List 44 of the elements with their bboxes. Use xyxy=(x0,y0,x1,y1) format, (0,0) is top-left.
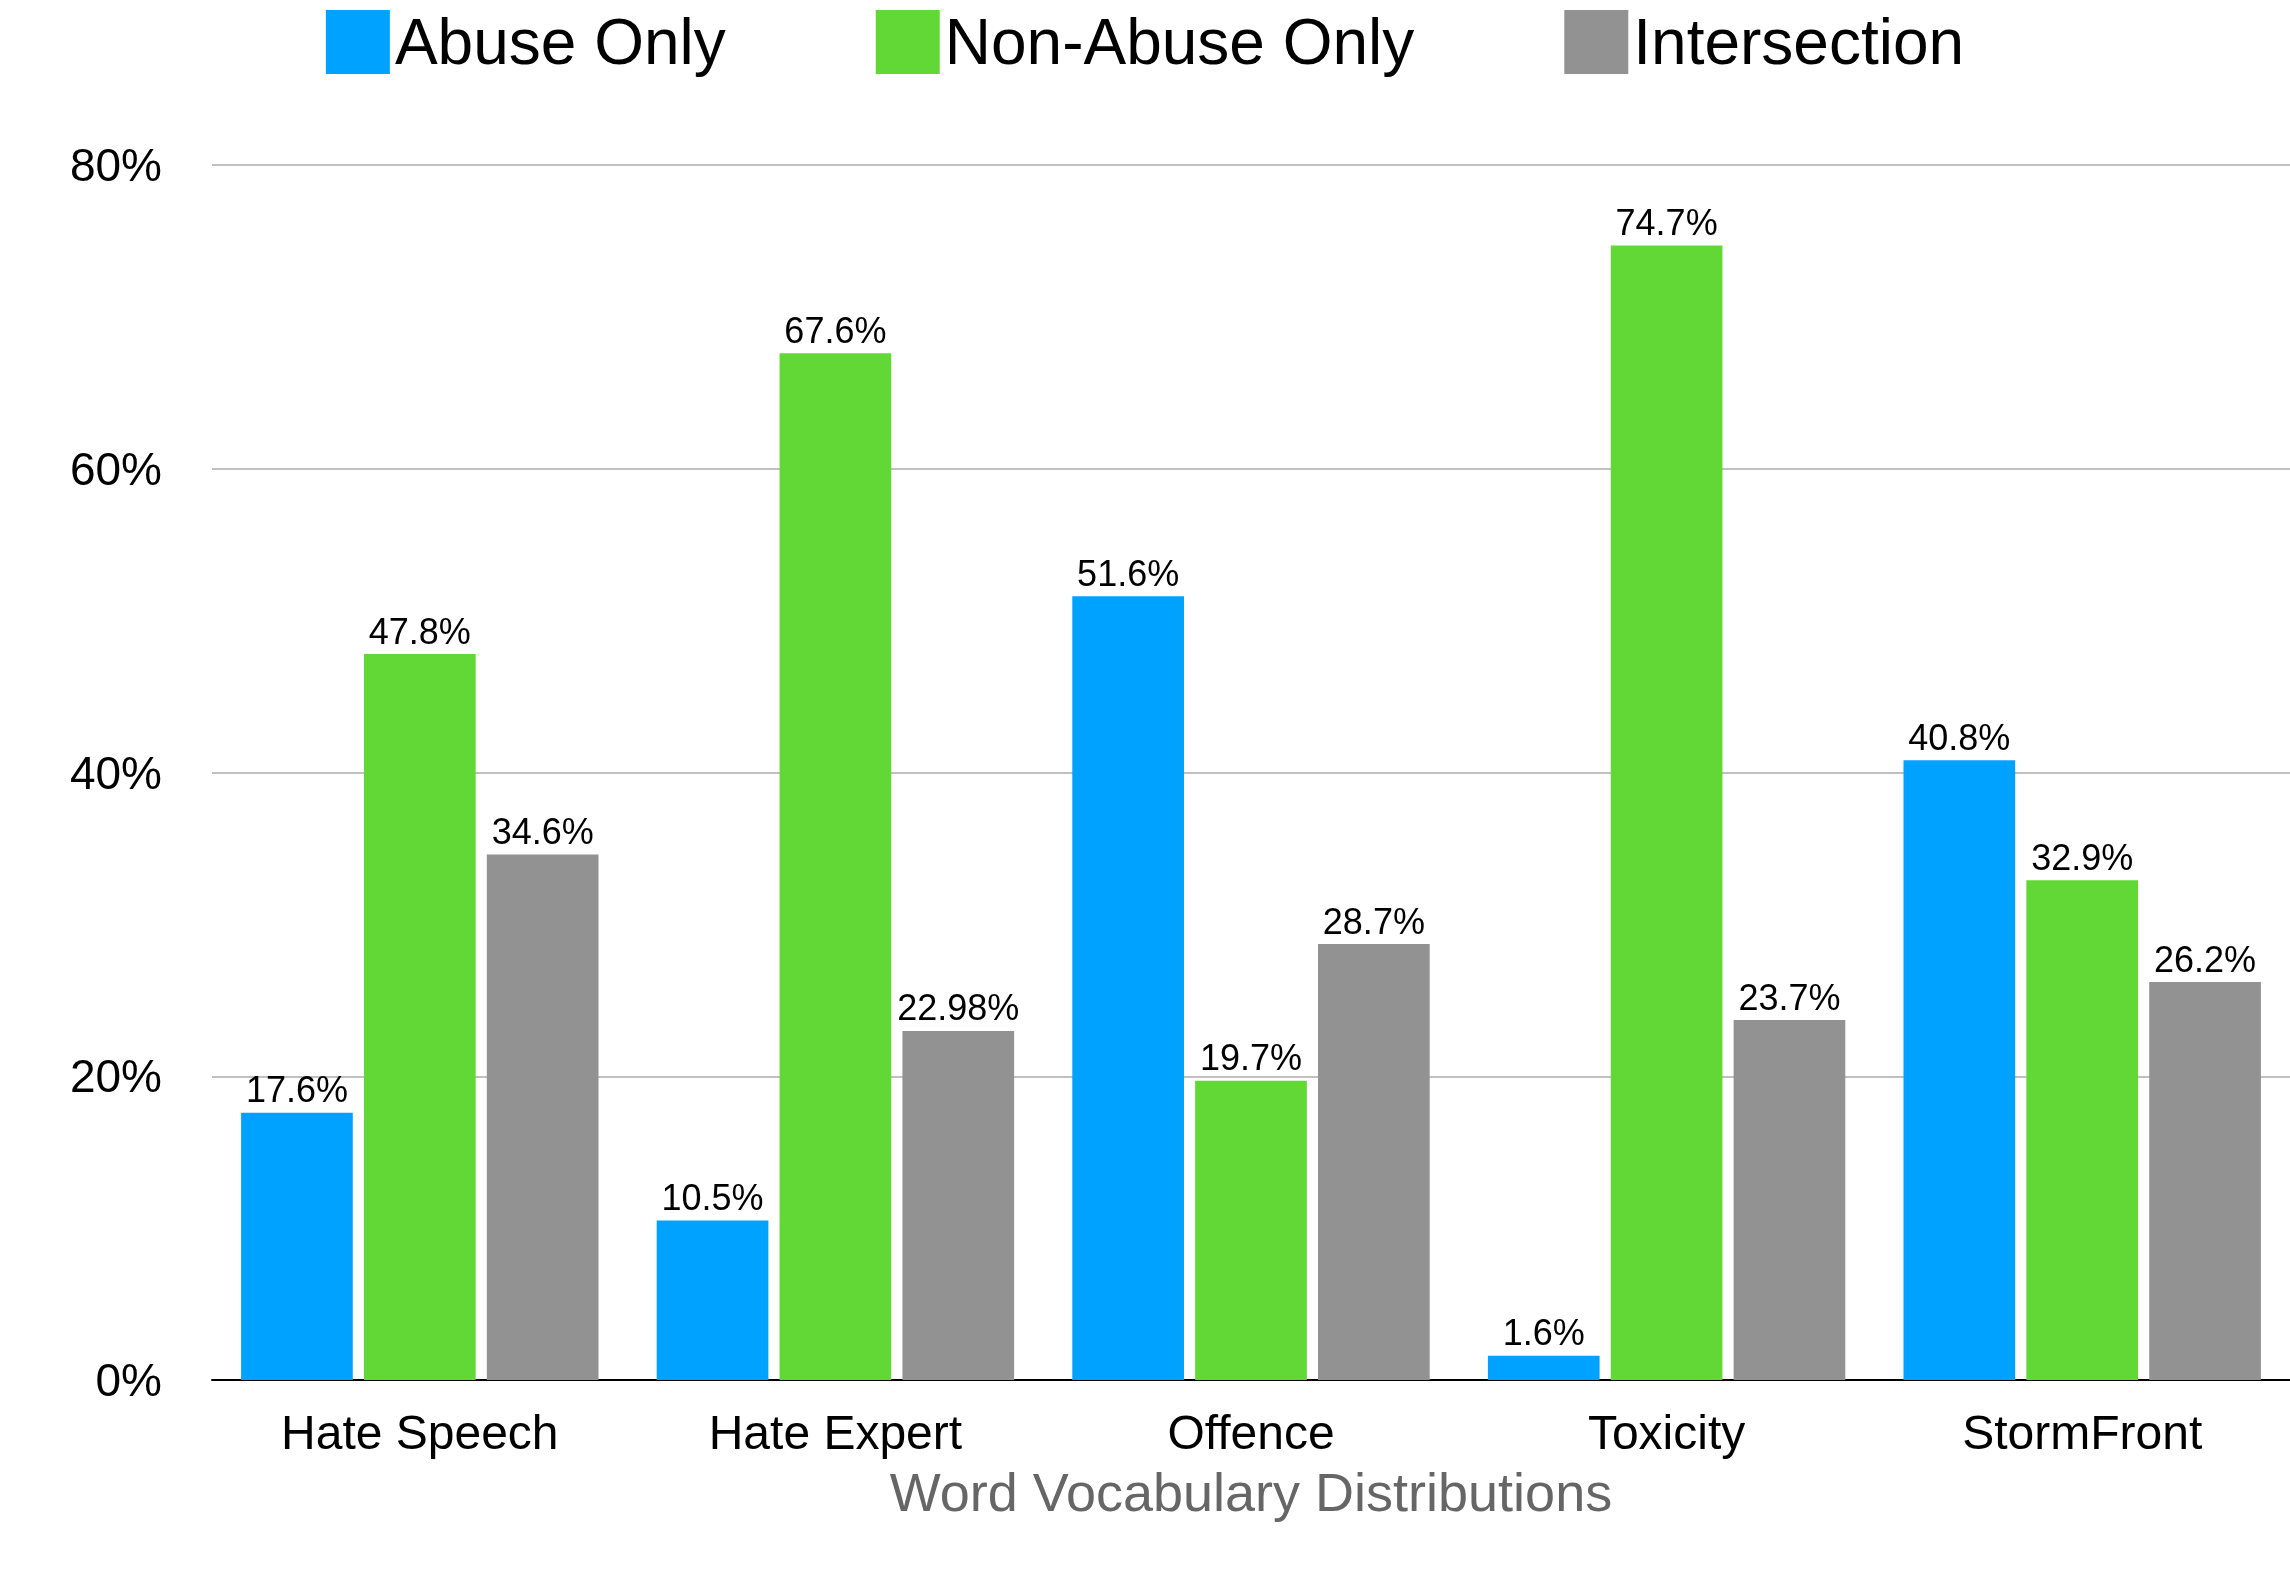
bar xyxy=(2026,880,2139,1380)
bar xyxy=(902,1030,1015,1380)
x-tick-label: Offence xyxy=(1167,1405,1335,1459)
x-tick-label: Toxicity xyxy=(1587,1405,1746,1459)
bar xyxy=(1072,596,1184,1380)
bar xyxy=(241,1112,353,1380)
data-label: 17.6% xyxy=(245,1069,348,1111)
data-label: 1.6% xyxy=(1502,1312,1585,1354)
bar xyxy=(1318,944,1430,1380)
bar xyxy=(363,654,476,1380)
data-label: 47.8% xyxy=(368,610,471,652)
bar xyxy=(1733,1020,1846,1380)
bar xyxy=(1195,1080,1307,1380)
data-label: 34.6% xyxy=(491,811,594,853)
data-label: 10.5% xyxy=(661,1177,764,1219)
x-tick-label: Hate Speech xyxy=(281,1405,559,1459)
bar xyxy=(1903,760,2016,1380)
y-tick-label: 80% xyxy=(69,139,162,191)
bar xyxy=(1610,245,1723,1380)
data-label: 40.8% xyxy=(1908,716,2011,758)
data-label: 32.9% xyxy=(2031,836,2134,878)
data-label: 19.7% xyxy=(1199,1037,1303,1079)
data-label: 23.7% xyxy=(1738,976,1841,1018)
y-tick-label: 0% xyxy=(95,1354,162,1406)
y-tick-label: 60% xyxy=(69,442,162,495)
bar xyxy=(779,353,892,1380)
x-tick-label: StormFront xyxy=(1962,1405,2203,1459)
x-tick-label: Hate Expert xyxy=(708,1405,963,1459)
data-label: 22.98% xyxy=(897,987,1020,1029)
data-label: 51.6% xyxy=(1077,552,1180,594)
data-label: 26.2% xyxy=(2154,938,2257,980)
bar xyxy=(656,1220,769,1380)
legend-label: Abuse Only xyxy=(394,6,726,78)
data-label: 67.6% xyxy=(784,309,887,351)
y-tick-label: 20% xyxy=(69,1050,162,1103)
legend-label: Non-Abuse Only xyxy=(944,6,1415,78)
bar xyxy=(1487,1355,1600,1380)
data-label: 74.7% xyxy=(1615,201,1718,243)
bar xyxy=(486,854,599,1380)
y-tick-label: 40% xyxy=(69,746,162,799)
bar xyxy=(2149,982,2261,1380)
data-label: 28.7% xyxy=(1322,900,1425,942)
legend-label: Intersection xyxy=(1633,6,1965,78)
x-axis-title: Word Vocabulary Distributions xyxy=(889,1462,1613,1522)
